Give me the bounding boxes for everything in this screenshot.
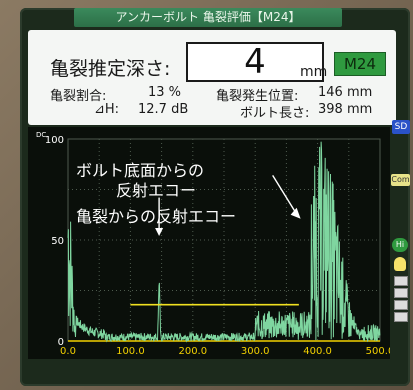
- battery-icon: [394, 276, 408, 286]
- bottom-echo-annotation-line2: 反射エコー: [116, 181, 197, 200]
- a-scan-svg: DC 0.0 100.0 200.0 300.0 400.0 500.0 0 50 100: [36, 131, 394, 357]
- lightbulb-icon: [394, 257, 406, 271]
- hi-button[interactable]: Hi: [392, 238, 408, 252]
- x-tick-label: 100.0: [116, 346, 145, 357]
- delta-h-label: ⊿H:: [94, 102, 120, 117]
- delta-h-value: 12.7 dB: [138, 102, 189, 117]
- crack-depth-value: 4: [186, 42, 324, 82]
- bolt-length-label: ボルト長さ:: [240, 106, 310, 121]
- crack-depth-unit: mm: [300, 64, 328, 80]
- bolt-size-badge[interactable]: M24: [334, 52, 386, 76]
- crack-position-value: 146 mm: [318, 85, 373, 100]
- x-tick-label: 200.0: [178, 346, 207, 357]
- crack-ratio-value: 13 %: [148, 85, 182, 100]
- echo-waveform: [67, 141, 381, 343]
- crack-position-label: 亀裂発生位置:: [216, 89, 299, 104]
- window-title: アンカーボルト 亀裂評価【M24】: [74, 8, 342, 27]
- y-tick-label: 50: [51, 236, 64, 247]
- y-tick-label: 100: [45, 135, 64, 146]
- crack-ratio-label: 亀裂割合:: [50, 89, 107, 104]
- bottom-echo-arrow: [272, 174, 299, 217]
- y-tick-label: 0: [58, 337, 64, 348]
- bottom-echo-arrowhead: [290, 207, 301, 219]
- crack-depth-label: 亀裂推定深さ:: [50, 58, 171, 80]
- evaluation-panel: 亀裂推定深さ: 4 mm M24 亀裂割合: 13 % ⊿H: 12.7 dB …: [28, 30, 396, 125]
- com-button[interactable]: Com: [391, 174, 410, 186]
- bolt-length-value: 398 mm: [318, 102, 373, 117]
- battery-icon-3: [394, 300, 408, 310]
- battery-icon-2: [394, 288, 408, 298]
- bottom-echo-annotation-line1: ボルト底面からの: [76, 161, 205, 180]
- x-tick-label: 0.0: [60, 346, 76, 357]
- x-tick-label: 500.0: [366, 346, 390, 357]
- x-tick-label: 400.0: [303, 346, 332, 357]
- crack-echo-annotation: 亀裂からの反射エコー: [76, 207, 237, 226]
- y-axis-label: DC: [36, 131, 46, 139]
- crack-echo-arrowhead: [155, 227, 164, 236]
- x-tick-label: 300.0: [241, 346, 270, 357]
- battery-icon-4: [394, 312, 408, 322]
- a-scan-chart: DC 0.0 100.0 200.0 300.0 400.0 500.0 0 50 100 ボル…: [28, 127, 394, 359]
- sd-button[interactable]: SD: [392, 120, 410, 134]
